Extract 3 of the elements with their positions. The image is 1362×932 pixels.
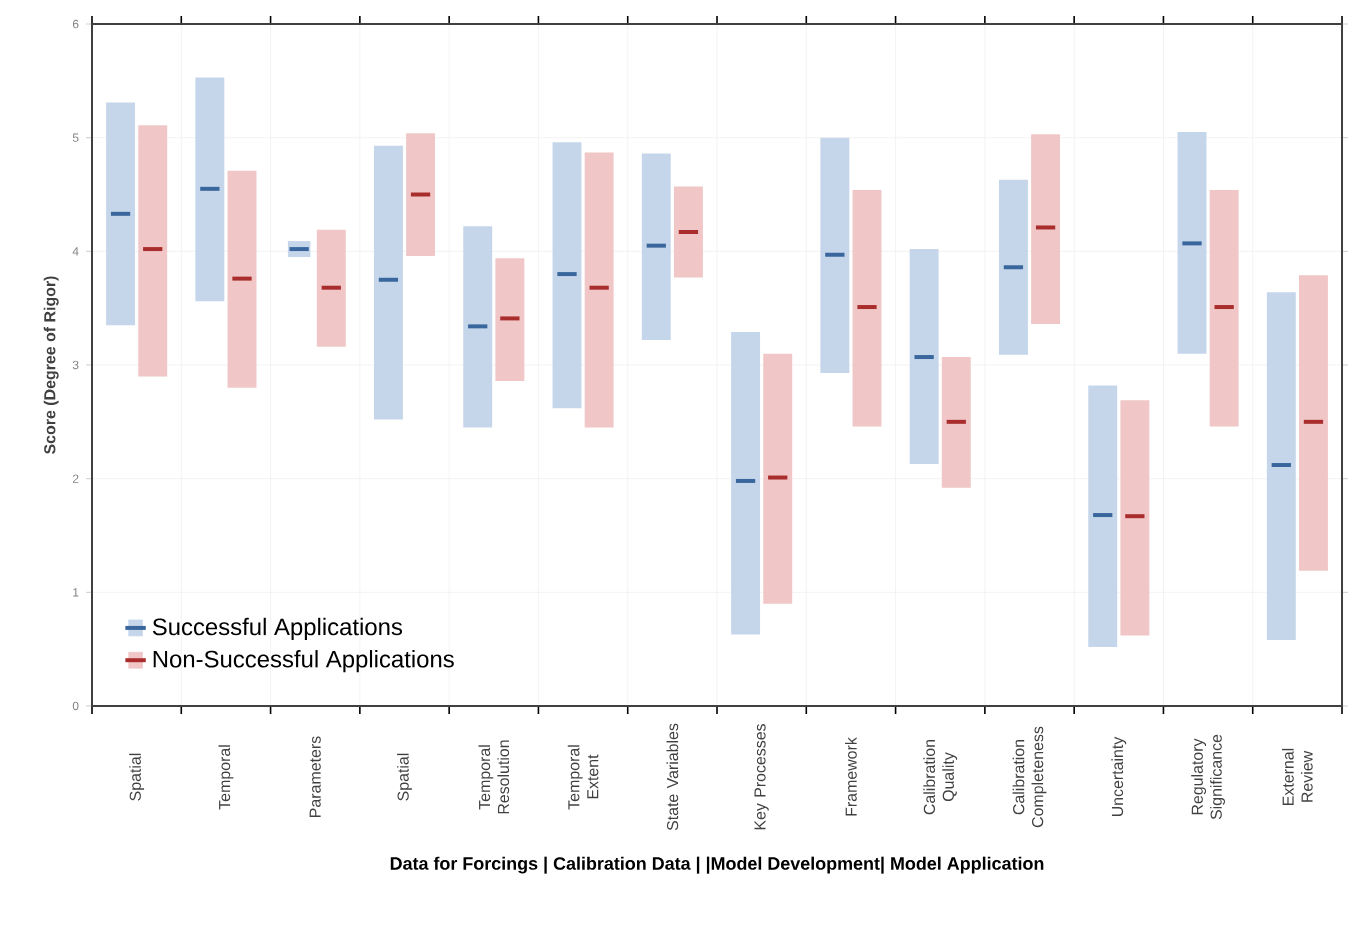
legend-label: Successful Applications <box>152 617 403 641</box>
legend-label: Non-Successful Applications <box>153 650 454 673</box>
x-axis-title: Data for Forcings | Calibration Data | |Model Development| Model Application <box>390 856 1044 874</box>
